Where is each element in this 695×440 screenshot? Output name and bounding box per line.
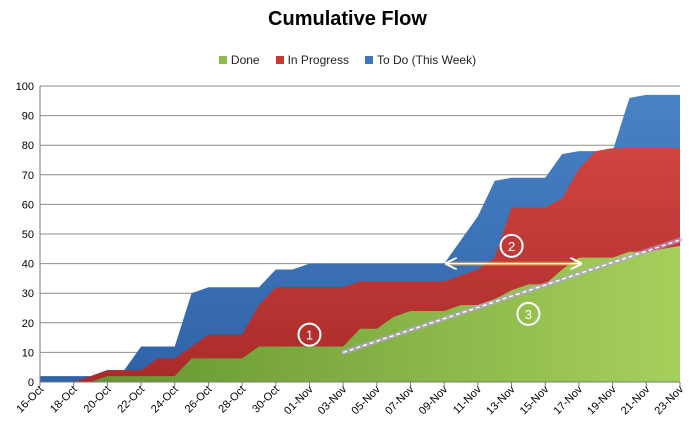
x-tick-label: 09-Nov	[417, 383, 451, 417]
legend-label-in-progress: In Progress	[287, 53, 349, 67]
x-tick-label: 19-Nov	[585, 383, 619, 417]
annotation-label-3: 3	[525, 307, 532, 322]
y-tick-label: 90	[22, 111, 34, 123]
x-tick-label: 18-Oct	[48, 384, 80, 416]
y-tick-label: 50	[22, 229, 34, 241]
chart-title: Cumulative Flow	[268, 8, 427, 30]
legend-label-to-do: To Do (This Week)	[376, 53, 477, 67]
x-tick-label: 07-Nov	[383, 383, 417, 417]
legend-item-in-progress: In Progress	[275, 53, 349, 67]
annotation-circle-1	[297, 322, 322, 347]
x-tick-label: 22-Oct	[115, 384, 147, 416]
x-tick-label: 28-Oct	[216, 384, 248, 416]
y-tick-label: 80	[22, 140, 34, 152]
y-tick-label: 20	[22, 318, 34, 330]
annotation-circle-3	[516, 301, 541, 326]
x-tick-label: 05-Nov	[349, 383, 383, 417]
x-tick-label: 23-Nov	[653, 383, 687, 417]
legend-item-to-do: To Do (This Week)	[364, 53, 477, 67]
x-tick-label: 26-Oct	[183, 384, 215, 416]
x-tick-label: 15-Nov	[518, 383, 552, 417]
y-tick-label: 10	[22, 347, 34, 359]
x-tick-label: 11-Nov	[451, 383, 484, 416]
annotation-circle-2	[499, 233, 524, 258]
y-tick-label: 0	[28, 377, 34, 389]
legend-label-done: Done	[230, 53, 260, 67]
area-done	[40, 245, 680, 382]
annotation-label-2: 2	[508, 239, 515, 254]
x-tick-label: 17-Nov	[552, 383, 586, 417]
y-tick-label: 60	[22, 199, 34, 211]
x-tick-label: 13-Nov	[484, 383, 518, 417]
x-tick-label: 30-Oct	[250, 384, 282, 416]
x-tick-label: 21-Nov	[619, 383, 653, 417]
legend-swatch-to-do	[364, 56, 373, 64]
x-tick-label: 24-Oct	[149, 384, 181, 416]
annotation-label-1: 1	[306, 328, 313, 343]
y-tick-label: 40	[22, 259, 34, 271]
legend-swatch-done	[218, 56, 227, 64]
legend-item-done: Done	[218, 53, 260, 67]
x-tick-label: 01-Nov	[282, 383, 316, 417]
y-tick-label: 100	[16, 81, 34, 93]
legend-swatch-in-progress	[275, 56, 284, 64]
y-tick-label: 30	[22, 288, 34, 300]
legend: Done In Progress To Do (This Week)	[0, 53, 695, 67]
x-tick-label: 03-Nov	[316, 383, 350, 417]
y-tick-label: 70	[22, 170, 34, 182]
x-tick-label: 20-Oct	[82, 384, 114, 416]
trendline	[342, 239, 681, 354]
